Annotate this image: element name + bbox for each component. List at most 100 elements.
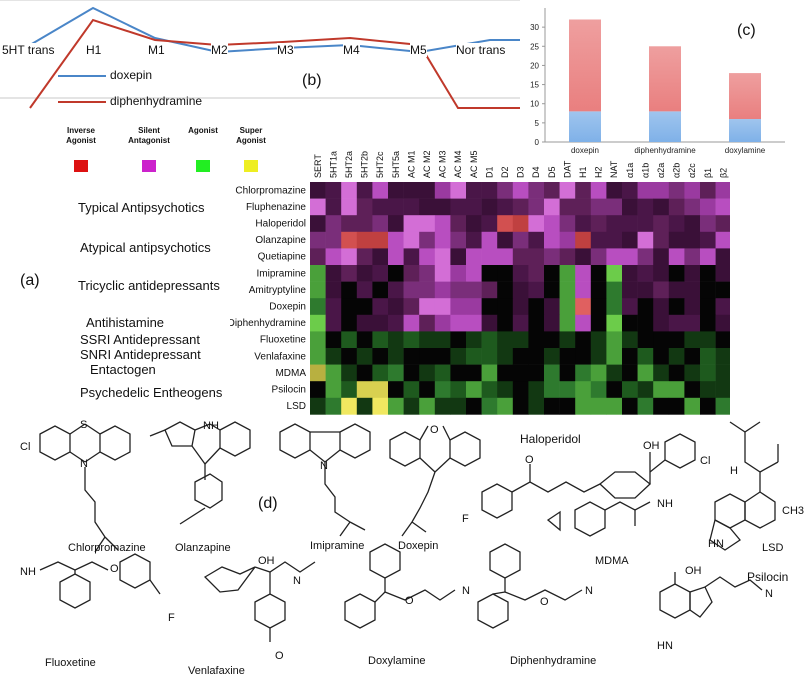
heatmap-cell	[544, 298, 560, 316]
heatmap-cell	[653, 348, 670, 365]
heatmap-cell	[668, 364, 685, 382]
heatmap-cell	[310, 248, 326, 266]
heatmap-cell	[715, 231, 730, 249]
heatmap-cell	[512, 265, 529, 282]
heatmap-cell	[481, 231, 498, 249]
heatmap-cell	[341, 265, 358, 282]
heatmap-column-label: AC M1	[406, 150, 416, 178]
heatmap-cell	[419, 215, 436, 233]
heatmap-cell	[715, 397, 730, 415]
name-fluoxetine: Fluoxetine	[45, 657, 96, 669]
heatmap-cell	[622, 314, 638, 332]
heatmap-cell	[419, 348, 436, 365]
panel-c-letter: (c)	[737, 22, 756, 39]
atom-nh: NH	[203, 420, 219, 432]
heatmap-cell	[559, 348, 576, 365]
heatmap-cell	[544, 381, 560, 399]
heatmap-cell	[310, 331, 326, 349]
x-category-label: diphenhydramine	[634, 146, 696, 155]
heatmap-cell	[653, 397, 670, 415]
heatmap-cell	[653, 198, 670, 216]
heatmap-cell	[622, 364, 638, 382]
heatmap-cell	[700, 364, 716, 382]
heatmap-cell	[325, 381, 342, 399]
heatmap-cell	[590, 198, 607, 216]
heatmap-cell	[419, 281, 436, 299]
heatmap-cell	[450, 331, 467, 349]
heatmap-cell	[637, 397, 654, 415]
heatmap-cell	[606, 281, 623, 299]
heatmap-cell	[310, 397, 326, 415]
heatmap-cell	[356, 215, 373, 233]
bar-segment	[569, 111, 601, 142]
heatmap-cell	[559, 298, 576, 316]
name-venlafaxine: Venlafaxine	[188, 665, 245, 677]
heatmap-cell	[388, 348, 404, 365]
atom-o: O	[405, 595, 414, 607]
heatmap-cell	[559, 381, 576, 399]
heatmap-cell	[684, 331, 701, 349]
diphenhydramine-structure	[477, 543, 583, 629]
heatmap-cell	[637, 298, 654, 316]
heatmap-cell	[466, 248, 482, 266]
heatmap-row-label: Doxepin	[269, 302, 306, 313]
heatmap-cell	[653, 298, 670, 316]
heatmap-cell	[544, 314, 560, 332]
y-tick-label: 5	[535, 119, 540, 128]
heatmap-cell	[325, 314, 342, 332]
heatmap-cell	[403, 265, 420, 282]
heatmap-cell	[668, 397, 685, 415]
heatmap-cell	[434, 231, 451, 249]
heatmap-cell	[325, 364, 342, 382]
heatmap-cell	[684, 348, 701, 365]
drug-class-label: Atypical antipsychotics	[80, 240, 211, 255]
heatmap-cell	[325, 281, 342, 299]
heatmap-cell	[434, 248, 451, 266]
heatmap-cell	[606, 265, 623, 282]
y-tick-label: 20	[530, 61, 539, 70]
atom-n: N	[320, 460, 328, 472]
atom-n: N	[293, 575, 301, 587]
doxylamine-structure	[344, 543, 456, 629]
heatmap-cell	[559, 281, 576, 299]
heatmap-cell	[668, 198, 685, 216]
heatmap-cell	[403, 281, 420, 299]
heatmap-cell	[434, 397, 451, 415]
heatmap-cell	[403, 381, 420, 399]
heatmap-cell	[700, 215, 716, 233]
heatmap-column-label: AC M5	[469, 150, 479, 178]
heatmap-cell	[715, 248, 730, 266]
heatmap-cell	[466, 381, 482, 399]
heatmap-cell	[575, 381, 592, 399]
heatmap-cell	[481, 198, 498, 216]
heatmap-cell	[653, 381, 670, 399]
heatmap-cell	[497, 331, 514, 349]
heatmap-cell	[700, 314, 716, 332]
panel-b-letter: (b)	[302, 72, 322, 89]
heatmap-cell	[325, 265, 342, 282]
heatmap-cell	[668, 348, 685, 365]
heatmap-cell	[700, 248, 716, 266]
heatmap-cell	[388, 298, 404, 316]
heatmap-cell	[700, 331, 716, 349]
heatmap-cell	[559, 248, 576, 266]
heatmap-cell	[622, 381, 638, 399]
atom-o: O	[430, 424, 439, 436]
heatmap-row-label: Olanzapine	[255, 235, 306, 246]
heatmap-cell	[684, 298, 701, 316]
heatmap-cell	[700, 381, 716, 399]
heatmap-cell	[356, 364, 373, 382]
heatmap-cell	[637, 182, 654, 199]
heatmap-cell	[559, 198, 576, 216]
heatmap-cell	[372, 298, 389, 316]
atom-f: F	[462, 513, 469, 525]
heatmap-cell	[450, 298, 467, 316]
drug-class-label: SNRI Antidepressant	[80, 347, 201, 362]
heatmap-cell	[700, 397, 716, 415]
heatmap-cell	[325, 348, 342, 365]
heatmap-cell	[310, 314, 326, 332]
heatmap-cell	[715, 331, 730, 349]
heatmap-cell	[310, 182, 326, 199]
heatmap-cell	[356, 182, 373, 199]
heatmap-cell	[497, 298, 514, 316]
